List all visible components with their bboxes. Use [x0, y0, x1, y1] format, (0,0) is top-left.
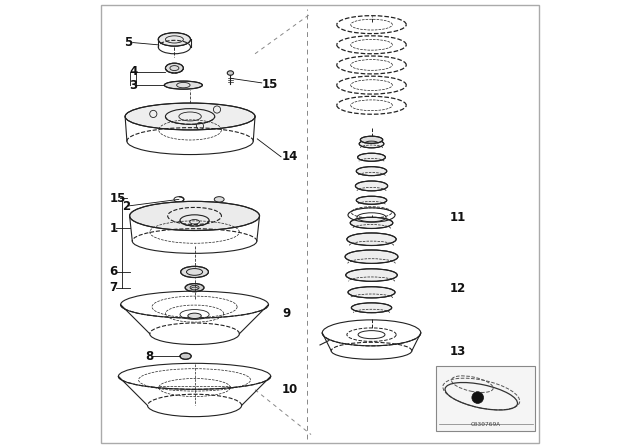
Text: 9: 9 — [282, 307, 290, 320]
Ellipse shape — [214, 197, 224, 202]
Bar — [436, 366, 535, 431]
Ellipse shape — [351, 303, 392, 313]
Text: 15: 15 — [262, 78, 278, 91]
Ellipse shape — [348, 287, 395, 298]
Text: 2: 2 — [122, 199, 130, 213]
Text: 5: 5 — [124, 36, 132, 49]
Text: C030769A: C030769A — [471, 422, 500, 427]
Text: 4: 4 — [130, 65, 138, 78]
Ellipse shape — [355, 181, 388, 191]
Ellipse shape — [359, 140, 384, 148]
Ellipse shape — [188, 313, 201, 319]
Ellipse shape — [345, 250, 398, 263]
Ellipse shape — [360, 136, 383, 143]
Ellipse shape — [347, 233, 396, 246]
Ellipse shape — [125, 103, 255, 130]
Text: 7: 7 — [109, 281, 118, 294]
Ellipse shape — [164, 81, 202, 89]
Text: 10: 10 — [282, 383, 298, 396]
Text: 15: 15 — [109, 191, 126, 205]
Ellipse shape — [185, 284, 204, 292]
Ellipse shape — [165, 63, 184, 73]
Ellipse shape — [227, 71, 234, 75]
Text: 6: 6 — [109, 265, 118, 279]
Text: 8: 8 — [145, 349, 154, 363]
Circle shape — [472, 392, 484, 404]
Ellipse shape — [130, 202, 260, 230]
Ellipse shape — [158, 33, 191, 46]
Text: 13: 13 — [450, 345, 466, 358]
Text: 3: 3 — [130, 78, 138, 92]
Ellipse shape — [358, 153, 385, 161]
Ellipse shape — [350, 217, 393, 228]
Text: 1: 1 — [109, 222, 118, 235]
Ellipse shape — [356, 196, 387, 204]
Text: 11: 11 — [450, 211, 466, 224]
Text: 12: 12 — [450, 282, 466, 296]
Ellipse shape — [180, 266, 209, 277]
Ellipse shape — [180, 353, 191, 359]
Ellipse shape — [356, 167, 387, 176]
Text: 14: 14 — [282, 150, 298, 164]
Ellipse shape — [346, 269, 397, 281]
